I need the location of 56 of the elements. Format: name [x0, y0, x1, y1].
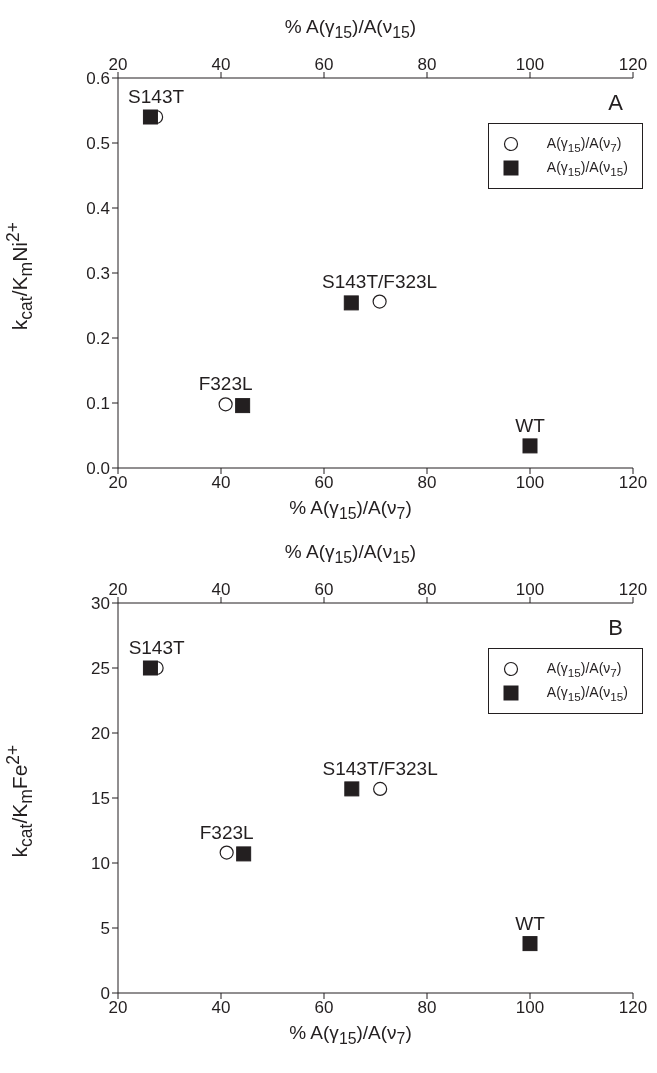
x-tick-label: 100 — [515, 55, 545, 74]
annotation: WT — [515, 912, 546, 934]
annotation: A — [608, 90, 623, 116]
x2-axis-title: % A(γ$_{15}$)/A(ν$_{15}$) — [283, 541, 418, 567]
y-tick-label: 10 — [91, 854, 110, 874]
x-tick-label: 40 — [211, 55, 231, 74]
annotation: WT — [515, 414, 546, 436]
x2-tick-label: 100 — [515, 998, 545, 1018]
y-tick-label: 20 — [91, 724, 110, 744]
x2-tick-label: 80 — [417, 998, 437, 1018]
x-tick-label: 60 — [314, 580, 334, 599]
y-tick-label: 15 — [91, 789, 110, 809]
x-axis-title: % A(γ$_{15}$)/A(ν$_{7}$) — [288, 1022, 413, 1048]
annotation: S143T — [128, 86, 185, 107]
x-tick-label: 80 — [417, 580, 437, 599]
y-tick-label: 0.4 — [86, 199, 110, 219]
x-tick-label: 60 — [314, 55, 334, 74]
legend-label: A(γ$_{15}$)/A(ν$_{7}$) — [546, 659, 622, 679]
y-tick-label: 0 — [100, 984, 110, 1004]
annotation: B — [608, 615, 623, 641]
annotation: F323L — [198, 373, 253, 395]
x-tick-label: 120 — [618, 55, 648, 74]
x2-tick-label: 40 — [211, 998, 231, 1018]
legend-label: A(γ$_{15}$)/A(ν$_{15}$) — [546, 158, 628, 178]
point — [373, 781, 388, 796]
y-tick-label: 0.5 — [86, 134, 110, 154]
x-tick-label: 40 — [211, 580, 231, 599]
y-tick-label: 0.3 — [86, 264, 110, 284]
y-tick-label: 0.6 — [86, 69, 110, 89]
x-tick-label: 120 — [618, 580, 648, 599]
annotation: S143T/F323L — [322, 757, 438, 779]
y-tick-label: 0.0 — [86, 459, 110, 479]
y-tick-label: 25 — [91, 659, 110, 679]
legend-label: A(γ$_{15}$)/A(ν$_{15}$) — [546, 683, 628, 703]
x2-tick-label: 60 — [314, 998, 334, 1018]
y-tick-label: 0.2 — [86, 329, 110, 349]
x2-tick-label: 120 — [618, 473, 648, 493]
x-tick-label: 80 — [417, 55, 437, 74]
x2-tick-label: 120 — [618, 998, 648, 1018]
x-tick-label: 100 — [515, 580, 545, 599]
x2-tick-label: 100 — [515, 473, 545, 493]
y-tick-label: 30 — [91, 594, 110, 614]
x2-tick-label: 80 — [417, 473, 437, 493]
annotation: F323L — [199, 821, 254, 843]
x2-tick-label: 40 — [211, 473, 231, 493]
y-tick-label: 0.1 — [86, 394, 110, 414]
y-tick-label: 5 — [100, 919, 110, 939]
point — [372, 294, 387, 309]
annotation: S143T — [128, 637, 186, 658]
x2-tick-label: 60 — [314, 473, 334, 493]
point — [218, 397, 233, 412]
x2-axis-title: % A(γ$_{15}$)/A(ν$_{15}$) — [283, 16, 418, 42]
x-axis-title: % A(γ$_{15}$)/A(ν$_{7}$) — [288, 497, 413, 523]
legend-label: A(γ$_{15}$)/A(ν$_{7}$) — [546, 134, 622, 154]
point — [219, 845, 234, 860]
annotation: S143T/F323L — [322, 270, 438, 292]
